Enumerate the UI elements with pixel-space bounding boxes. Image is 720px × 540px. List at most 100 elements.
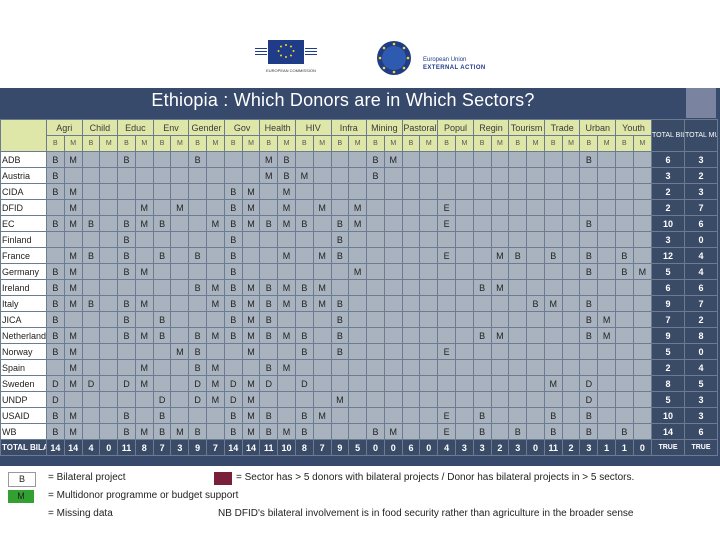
matrix-cell: B <box>294 343 314 360</box>
matrix-cell <box>312 327 332 344</box>
matrix-cell <box>401 423 421 440</box>
matrix-cell <box>401 167 421 184</box>
matrix-cell <box>277 375 296 392</box>
matrix-cell <box>99 247 119 264</box>
donor-row: UNDP D D D M D M M D 5 3 <box>0 391 718 408</box>
matrix-cell <box>241 263 261 280</box>
european-commission-logo: EUROPEAN COMMISSION <box>255 38 325 86</box>
donor-row: Germany B M B M B M B B M 5 4 <box>0 263 718 280</box>
matrix-cell <box>366 279 385 296</box>
donor-name: DFID <box>0 199 47 216</box>
matrix-cell <box>259 231 279 248</box>
matrix-cell: B <box>188 359 208 376</box>
donor-name: Spain <box>0 359 47 376</box>
column-total: 1 <box>615 439 634 456</box>
matrix-cell: M <box>277 183 296 200</box>
row-total-multi: 3 <box>684 407 718 424</box>
matrix-cell: B <box>543 247 563 264</box>
matrix-cell <box>312 391 332 408</box>
matrix-cell: M <box>134 199 154 216</box>
matrix-cell <box>561 359 581 376</box>
donor-row: EC B M B B M B M B M B M B B M E B 10 6 <box>0 215 718 232</box>
matrix-cell <box>312 183 332 200</box>
matrix-cell <box>615 199 634 216</box>
matrix-cell: M <box>241 327 261 344</box>
subheader-cell: M <box>312 135 332 152</box>
matrix-cell <box>419 231 439 248</box>
matrix-cell <box>632 183 653 200</box>
matrix-cell <box>561 263 581 280</box>
row-total-bilat: 3 <box>651 167 685 184</box>
matrix-cell: B <box>223 295 243 312</box>
matrix-cell: M <box>241 199 261 216</box>
matrix-cell <box>454 167 474 184</box>
matrix-cell <box>437 327 456 344</box>
matrix-cell <box>526 231 545 248</box>
matrix-cell <box>632 199 653 216</box>
matrix-cell: B <box>330 343 350 360</box>
matrix-cell: M <box>312 407 332 424</box>
matrix-cell <box>134 343 154 360</box>
matrix-cell <box>330 151 350 168</box>
row-total-multi: 6 <box>684 423 718 440</box>
matrix-cell: D <box>223 375 243 392</box>
column-total: 0 <box>383 439 403 456</box>
matrix-cell: B <box>117 231 136 248</box>
matrix-cell <box>490 407 510 424</box>
subheader-cell: M <box>206 135 225 152</box>
matrix-cell <box>81 343 101 360</box>
matrix-cell: M <box>490 327 510 344</box>
row-total-bilat: 7 <box>651 311 685 328</box>
column-total: 14 <box>63 439 83 456</box>
matrix-cell <box>490 423 510 440</box>
matrix-cell <box>632 359 653 376</box>
matrix-cell: B <box>188 279 208 296</box>
matrix-cell <box>170 247 190 264</box>
matrix-cell: M <box>241 279 261 296</box>
matrix-cell <box>206 199 225 216</box>
matrix-cell <box>526 391 545 408</box>
matrix-cell <box>437 183 456 200</box>
matrix-cell <box>81 327 101 344</box>
matrix-cell: D <box>46 375 65 392</box>
donor-row: Netherlands B M B M B B M B M B M B B B M B M 9 8 <box>0 327 718 344</box>
row-total-bilat: 9 <box>651 295 685 312</box>
matrix-cell: B <box>152 407 172 424</box>
matrix-cell: M <box>241 295 261 312</box>
donor-name: WB <box>0 423 47 440</box>
matrix-cell <box>241 247 261 264</box>
matrix-cell <box>543 231 563 248</box>
matrix-cell <box>81 183 101 200</box>
matrix-cell <box>508 167 528 184</box>
matrix-cell: M <box>312 247 332 264</box>
donor-name: Italy <box>0 295 47 312</box>
column-total: 7 <box>206 439 225 456</box>
matrix-cell: D <box>579 391 599 408</box>
matrix-cell <box>206 423 225 440</box>
matrix-cell: D <box>579 375 599 392</box>
matrix-cell: B <box>152 215 172 232</box>
matrix-cell <box>117 167 136 184</box>
matrix-cell <box>615 343 634 360</box>
matrix-cell <box>490 375 510 392</box>
sector-header: Tourism <box>508 119 545 136</box>
matrix-cell: B <box>277 151 296 168</box>
matrix-cell <box>117 391 136 408</box>
matrix-cell: M <box>241 343 261 360</box>
matrix-cell <box>419 327 439 344</box>
matrix-cell <box>46 231 65 248</box>
matrix-cell <box>401 311 421 328</box>
matrix-cell: M <box>330 391 350 408</box>
matrix-cell <box>419 279 439 296</box>
matrix-cell <box>223 359 243 376</box>
matrix-cell <box>330 407 350 424</box>
matrix-cell <box>543 391 563 408</box>
matrix-cell <box>366 407 385 424</box>
matrix-cell <box>632 407 653 424</box>
column-total: 4 <box>81 439 101 456</box>
matrix-cell: D <box>188 391 208 408</box>
matrix-cell <box>63 167 83 184</box>
column-total: 8 <box>134 439 154 456</box>
donor-name: Norway <box>0 343 47 360</box>
matrix-cell <box>401 247 421 264</box>
